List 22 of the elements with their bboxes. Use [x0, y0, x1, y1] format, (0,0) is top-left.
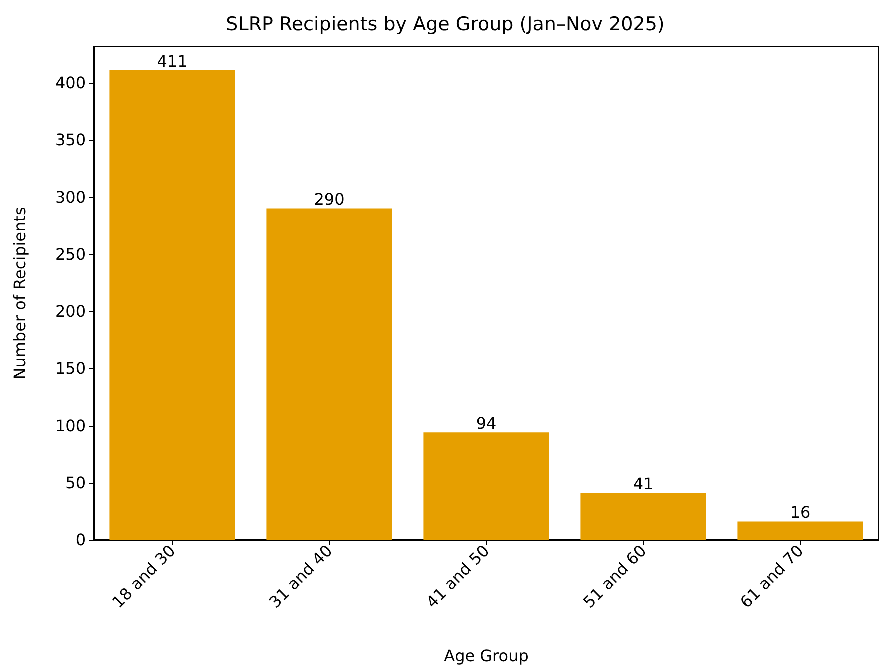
bar — [110, 70, 236, 540]
bar — [738, 522, 864, 540]
chart-title: SLRP Recipients by Age Group (Jan–Nov 2025) — [226, 14, 665, 36]
y-axis-title: Number of Recipients — [10, 207, 30, 380]
y-tick-label: 100 — [55, 416, 86, 436]
y-tick-label: 200 — [55, 302, 86, 322]
data-label: 16 — [790, 503, 811, 522]
y-tick-label: 150 — [55, 359, 86, 378]
y-tick-label: 0 — [76, 530, 86, 550]
x-axis-title: Age Group — [444, 646, 529, 666]
bar — [580, 493, 706, 540]
y-tick-label: 50 — [66, 473, 86, 492]
data-label: 94 — [476, 414, 497, 434]
y-tick-label: 300 — [55, 188, 86, 207]
bar — [266, 208, 392, 540]
data-label: 290 — [314, 190, 345, 210]
y-tick-label: 350 — [55, 130, 86, 150]
data-label: 41 — [633, 474, 654, 494]
y-tick-label: 250 — [55, 244, 86, 264]
y-tick-label: 400 — [55, 74, 86, 93]
data-label: 411 — [157, 52, 188, 72]
bar — [424, 432, 550, 540]
